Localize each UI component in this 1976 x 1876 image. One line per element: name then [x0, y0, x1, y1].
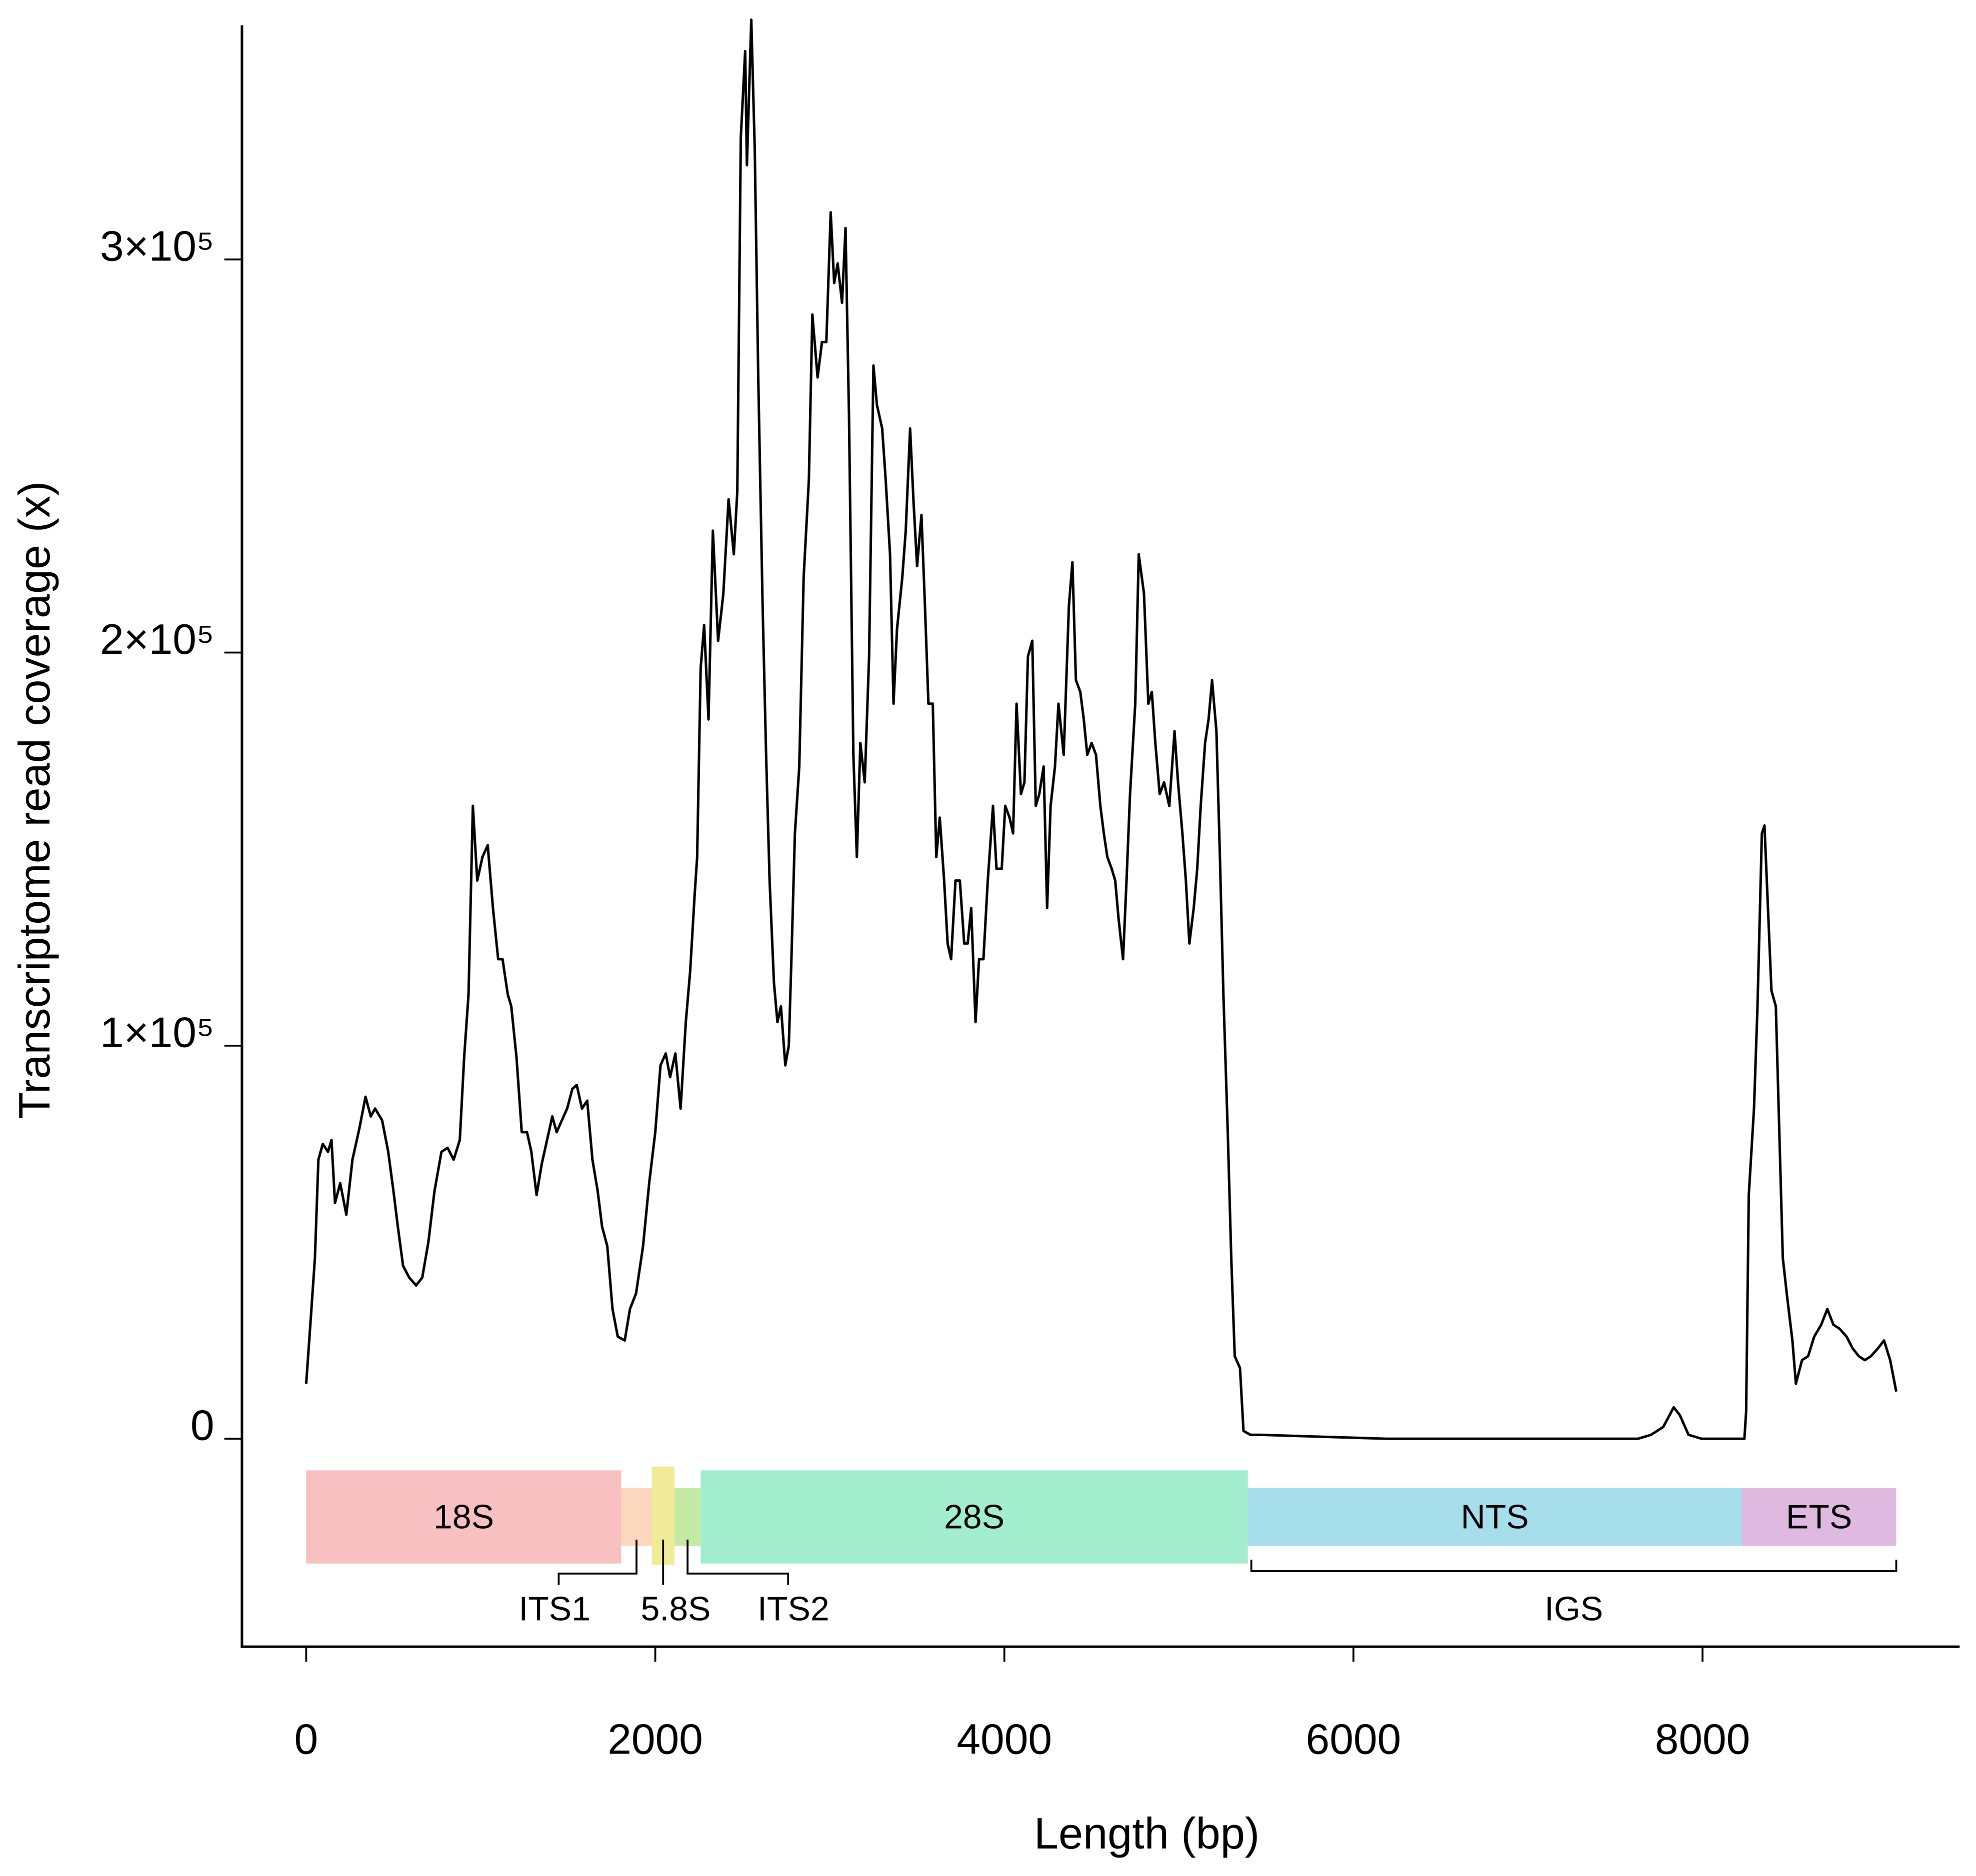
- x-tick-label: 4000: [956, 1715, 1052, 1763]
- region-bar: [306, 1470, 622, 1564]
- region-label: 28S: [944, 1498, 1004, 1536]
- y-tick-label: 2×10⁵: [100, 615, 214, 663]
- x-tick-label: 2000: [608, 1715, 703, 1763]
- bracket: [1250, 1560, 1898, 1572]
- region-label: ETS: [1786, 1498, 1852, 1536]
- x-tick-label: 6000: [1306, 1715, 1402, 1763]
- x-axis-title: Length (bp): [1034, 1809, 1260, 1858]
- region-label: ITS1: [518, 1590, 590, 1628]
- bracket-label: IGS: [1544, 1590, 1603, 1628]
- region-bar: [621, 1488, 652, 1546]
- region-label: 5.8S: [640, 1590, 710, 1628]
- region-label: NTS: [1461, 1498, 1529, 1536]
- region-bar: [1248, 1488, 1742, 1546]
- x-tick-label: 8000: [1655, 1715, 1750, 1763]
- y-axis-title: Transcriptome read coverage (x): [10, 481, 59, 1119]
- coverage-line: [304, 18, 1898, 1440]
- region-label: 18S: [434, 1498, 494, 1536]
- region-leader: [558, 1539, 638, 1585]
- region-label: ITS2: [758, 1590, 830, 1628]
- y-tick-label: 3×10⁵: [100, 222, 214, 270]
- region-leader: [686, 1539, 790, 1585]
- y-tick-label: 1×10⁵: [100, 1008, 214, 1056]
- y-tick-label: 0: [190, 1402, 214, 1450]
- region-bar: [674, 1488, 701, 1546]
- x-tick-label: 0: [294, 1715, 318, 1763]
- region-bar: [700, 1470, 1248, 1564]
- region-bar: [1742, 1488, 1896, 1546]
